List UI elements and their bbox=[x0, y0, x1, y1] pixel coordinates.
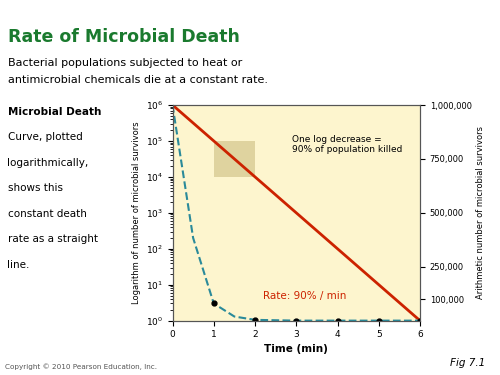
Text: shows this: shows this bbox=[8, 183, 62, 194]
Text: rate as a straight: rate as a straight bbox=[8, 234, 98, 244]
Text: Fig 7.1: Fig 7.1 bbox=[450, 358, 485, 368]
Text: Bacterial populations subjected to heat or: Bacterial populations subjected to heat … bbox=[8, 58, 242, 68]
Text: antimicrobial chemicals die at a constant rate.: antimicrobial chemicals die at a constan… bbox=[8, 75, 268, 85]
Text: line.: line. bbox=[8, 260, 30, 270]
Text: Microbial Death: Microbial Death bbox=[8, 107, 101, 117]
Text: constant death: constant death bbox=[8, 209, 86, 219]
Text: Rate: 90% / min: Rate: 90% / min bbox=[264, 291, 346, 300]
X-axis label: Time (min): Time (min) bbox=[264, 344, 328, 354]
Text: logarithmically,: logarithmically, bbox=[8, 158, 89, 168]
Text: Copyright © 2010 Pearson Education, Inc.: Copyright © 2010 Pearson Education, Inc. bbox=[5, 364, 157, 370]
Y-axis label: Arithmetic number of microbial survivors: Arithmetic number of microbial survivors bbox=[476, 126, 485, 299]
Bar bbox=[214, 141, 255, 177]
Text: One log decrease =
90% of population killed: One log decrease = 90% of population kil… bbox=[292, 135, 403, 154]
Text: Rate of Microbial Death: Rate of Microbial Death bbox=[8, 28, 239, 46]
Y-axis label: Logarithm of number of microbial survivors: Logarithm of number of microbial survivo… bbox=[132, 122, 141, 304]
Text: Curve, plotted: Curve, plotted bbox=[8, 132, 82, 142]
